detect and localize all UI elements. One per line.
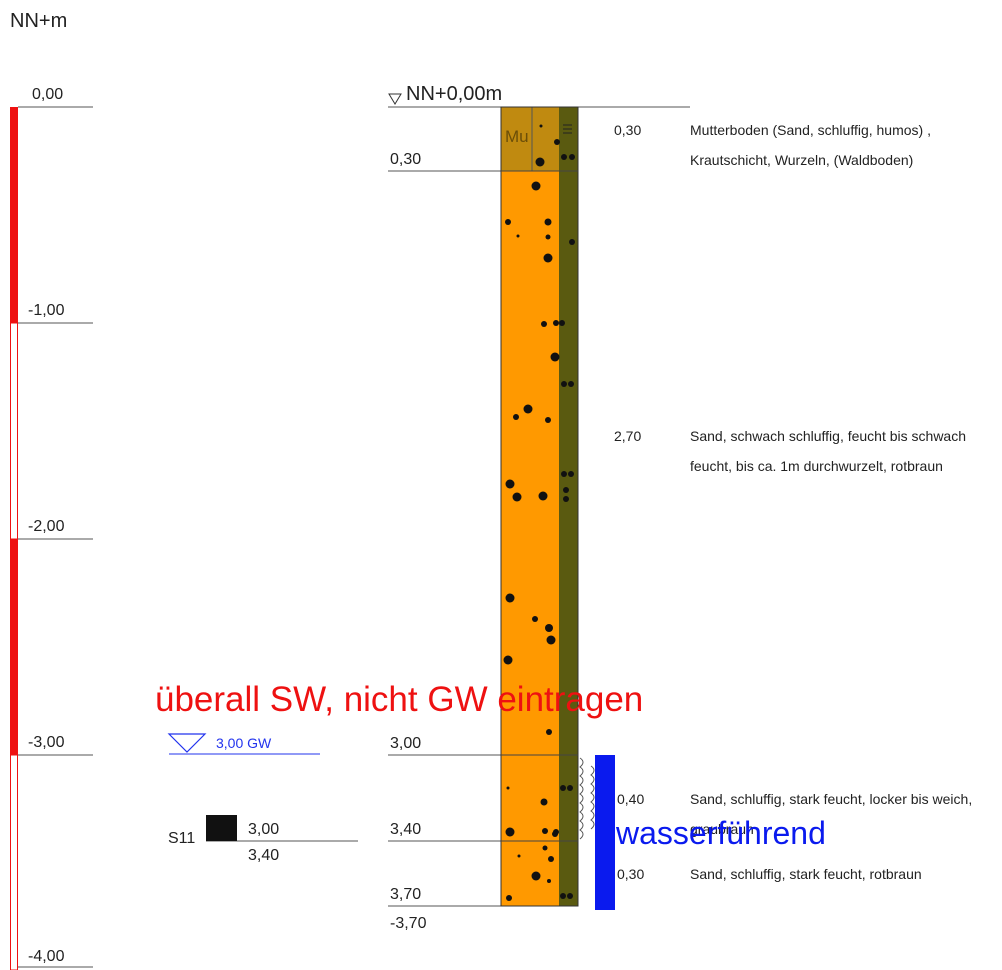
layer-description: Sand, schluffig, stark feucht, rotbraun bbox=[690, 866, 922, 882]
scale-tick-label: -3,00 bbox=[28, 734, 65, 751]
sand-dots bbox=[503, 124, 575, 901]
sample-name: S11 bbox=[168, 830, 196, 847]
depth-label: 3,40 bbox=[390, 821, 422, 838]
layer-description: Sand, schluffig, stark feucht, locker bi… bbox=[690, 791, 973, 837]
layer-sand-2 bbox=[501, 755, 559, 841]
sample-depth-from: 3,00 bbox=[248, 821, 280, 838]
layer-thickness: 0,30 bbox=[617, 866, 645, 882]
sample-box bbox=[206, 815, 237, 841]
final-depth-label: -3,70 bbox=[390, 915, 427, 932]
groundwater-triangle-icon bbox=[167, 733, 207, 753]
layer-description: Sand, schwach schluffig, feucht bis schw… bbox=[690, 428, 967, 474]
scale-ticks bbox=[18, 106, 93, 968]
layer-description: Mutterboden (Sand, schluffig, humos) , K… bbox=[690, 122, 931, 168]
scale-segment-empty bbox=[10, 754, 18, 970]
layer-thickness: 0,40 bbox=[617, 791, 645, 807]
groundwater-label: 3,00 GW bbox=[216, 735, 272, 751]
layer-code-mu: Mu bbox=[505, 127, 529, 146]
ground-level-label: NN+0,00m bbox=[406, 83, 503, 105]
axis-unit-label: NN+m bbox=[10, 10, 68, 32]
depth-label: 3,00 bbox=[390, 735, 422, 752]
scale-segment-empty bbox=[10, 322, 18, 540]
depth-label: 0,30 bbox=[390, 151, 422, 168]
depth-scale-bar bbox=[10, 107, 18, 970]
water-bearing-note: wasserführend bbox=[616, 815, 826, 851]
scale-segment-filled bbox=[10, 539, 18, 755]
water-bearing-bar bbox=[595, 755, 615, 910]
layer-thickness: 0,30 bbox=[614, 122, 642, 138]
scale-tick-label: -2,00 bbox=[28, 518, 65, 535]
scale-segment-filled bbox=[10, 107, 18, 323]
moisture-column bbox=[559, 107, 578, 906]
scale-tick-label: 0,00 bbox=[32, 86, 64, 103]
layer-thickness: 2,70 bbox=[614, 428, 642, 444]
wet-symbol bbox=[579, 757, 595, 840]
correction-note: überall SW, nicht GW eintragen bbox=[155, 680, 644, 719]
layer-sand-3 bbox=[501, 841, 559, 906]
layer-mu bbox=[501, 107, 559, 171]
ground-level-triangle bbox=[388, 93, 402, 105]
depth-label: 3,70 bbox=[390, 886, 422, 903]
sample-depth-to: 3,40 bbox=[248, 847, 280, 864]
soil-column: Mu bbox=[500, 106, 579, 907]
scale-tick-label: -1,00 bbox=[28, 302, 65, 319]
scale-tick-label: -4,00 bbox=[28, 948, 65, 965]
profile-lines bbox=[206, 106, 690, 907]
